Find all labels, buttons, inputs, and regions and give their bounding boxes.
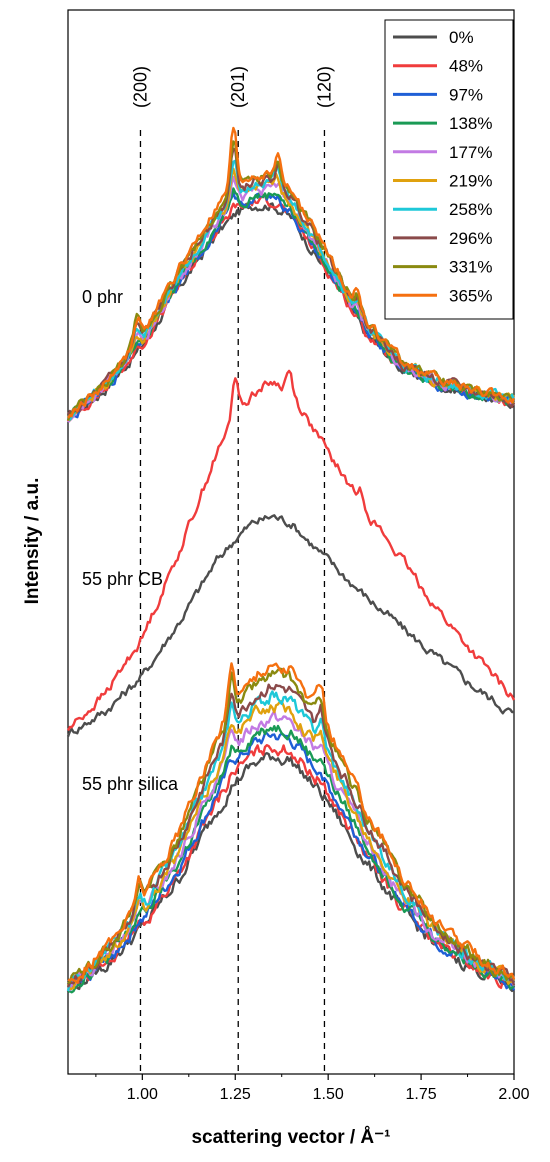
series-layer bbox=[66, 126, 516, 994]
x-axis-title: scattering vector / Å⁻¹ bbox=[191, 1127, 390, 1148]
series-line bbox=[66, 369, 516, 732]
x-tick-label: 2.00 bbox=[498, 1086, 529, 1103]
legend-box bbox=[384, 19, 514, 320]
x-tick-label: 1.00 bbox=[127, 1086, 158, 1103]
reference-line-label: (120) bbox=[314, 66, 334, 108]
legend-entry-label: 331% bbox=[449, 258, 492, 277]
x-ticks: 1.00 1.25 1.50 1.75 2.00 bbox=[95, 1074, 530, 1103]
series-line bbox=[67, 126, 516, 419]
panel-labels: 0 phr 55 phr CB 55 phr silica bbox=[82, 287, 179, 794]
y-axis-title: Intensity / a.u. bbox=[22, 478, 43, 605]
legend-entry-label: 0% bbox=[449, 28, 474, 47]
series-line bbox=[66, 514, 514, 738]
x-tick-label: 1.25 bbox=[220, 1086, 251, 1103]
series-line bbox=[67, 732, 516, 991]
panel-label: 0 phr bbox=[82, 287, 123, 307]
panel-label: 55 phr silica bbox=[82, 774, 179, 794]
x-tick-label: 1.50 bbox=[313, 1086, 344, 1103]
series-line bbox=[67, 724, 515, 994]
legend: 0% 48% 97% 138% 177% 219% 258% 296% 331% 365% bbox=[384, 19, 514, 320]
reference-line-label: (201) bbox=[228, 66, 248, 108]
plot-frame bbox=[67, 9, 515, 1075]
legend-entry-label: 48% bbox=[449, 57, 483, 76]
legend-entry-label: 258% bbox=[449, 200, 492, 219]
legend-entry-label: 138% bbox=[449, 114, 492, 133]
legend-entry-label: 219% bbox=[449, 172, 492, 191]
series-line bbox=[67, 662, 516, 984]
x-tick-label: 1.75 bbox=[406, 1086, 437, 1103]
legend-entry-label: 97% bbox=[449, 85, 483, 104]
reference-lines: (200) (201) (120) bbox=[130, 66, 334, 1074]
reference-line-label: (200) bbox=[130, 66, 150, 108]
panel-label: 55 phr CB bbox=[82, 569, 163, 589]
legend-entry-label: 177% bbox=[449, 143, 492, 162]
legend-entry-label: 365% bbox=[449, 286, 492, 305]
legend-entry-label: 296% bbox=[449, 229, 492, 248]
